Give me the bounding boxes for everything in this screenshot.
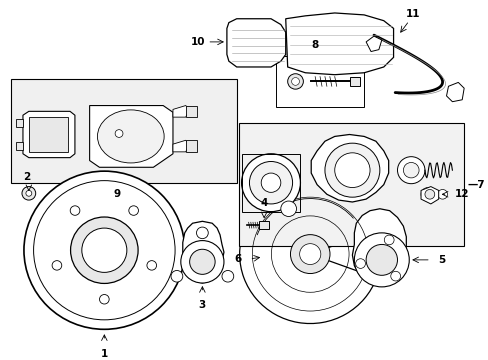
Polygon shape: [16, 142, 23, 150]
Polygon shape: [185, 140, 197, 152]
Polygon shape: [446, 82, 463, 102]
Circle shape: [334, 153, 369, 188]
Circle shape: [146, 261, 156, 270]
Polygon shape: [352, 209, 406, 283]
Circle shape: [291, 78, 299, 85]
Polygon shape: [226, 19, 285, 67]
Circle shape: [181, 240, 224, 283]
Circle shape: [354, 233, 408, 287]
Circle shape: [420, 188, 434, 201]
Circle shape: [196, 227, 208, 239]
Wedge shape: [239, 185, 376, 324]
Circle shape: [384, 235, 393, 245]
Circle shape: [100, 294, 109, 304]
Circle shape: [424, 189, 434, 199]
Circle shape: [287, 74, 303, 89]
Polygon shape: [259, 221, 268, 229]
Text: 2: 2: [23, 172, 30, 182]
Circle shape: [81, 228, 126, 273]
Circle shape: [241, 154, 300, 212]
Bar: [241, 154, 300, 212]
Circle shape: [249, 162, 292, 204]
Circle shape: [52, 261, 61, 270]
Circle shape: [366, 244, 397, 275]
Text: 9: 9: [113, 189, 121, 199]
Circle shape: [280, 201, 296, 216]
Text: 12: 12: [453, 189, 468, 199]
Circle shape: [403, 162, 418, 178]
Circle shape: [290, 235, 329, 274]
Circle shape: [390, 271, 400, 281]
Text: 5: 5: [438, 255, 445, 265]
Circle shape: [34, 181, 175, 320]
Polygon shape: [185, 105, 197, 117]
Polygon shape: [89, 105, 173, 167]
Polygon shape: [420, 186, 438, 204]
Polygon shape: [310, 135, 388, 202]
Text: 3: 3: [198, 300, 205, 310]
Text: 1: 1: [101, 348, 108, 359]
Text: 11: 11: [405, 9, 420, 19]
Polygon shape: [23, 111, 75, 158]
Polygon shape: [173, 140, 189, 152]
Circle shape: [171, 270, 183, 282]
Circle shape: [26, 190, 32, 196]
Polygon shape: [29, 117, 68, 152]
Circle shape: [261, 173, 280, 192]
Circle shape: [325, 143, 379, 197]
Circle shape: [355, 259, 365, 269]
Text: 4: 4: [260, 198, 267, 208]
Circle shape: [299, 244, 320, 265]
Polygon shape: [366, 36, 381, 51]
Bar: [238, 123, 463, 246]
Text: —7: —7: [466, 180, 484, 190]
Circle shape: [128, 206, 138, 215]
Circle shape: [22, 186, 36, 200]
Polygon shape: [16, 119, 23, 127]
Polygon shape: [173, 105, 189, 117]
Polygon shape: [350, 77, 360, 86]
Circle shape: [397, 157, 424, 184]
Circle shape: [115, 130, 122, 138]
Ellipse shape: [97, 110, 164, 163]
Polygon shape: [285, 13, 393, 75]
Text: 8: 8: [311, 40, 318, 50]
Polygon shape: [183, 221, 224, 283]
Text: 10: 10: [190, 37, 205, 47]
Circle shape: [70, 217, 138, 283]
Bar: [11, 78, 236, 183]
Circle shape: [437, 189, 447, 199]
Circle shape: [70, 206, 80, 215]
Circle shape: [24, 171, 184, 329]
Circle shape: [189, 249, 215, 274]
Text: 6: 6: [234, 254, 241, 264]
Circle shape: [222, 270, 233, 282]
Bar: [275, 57, 364, 107]
